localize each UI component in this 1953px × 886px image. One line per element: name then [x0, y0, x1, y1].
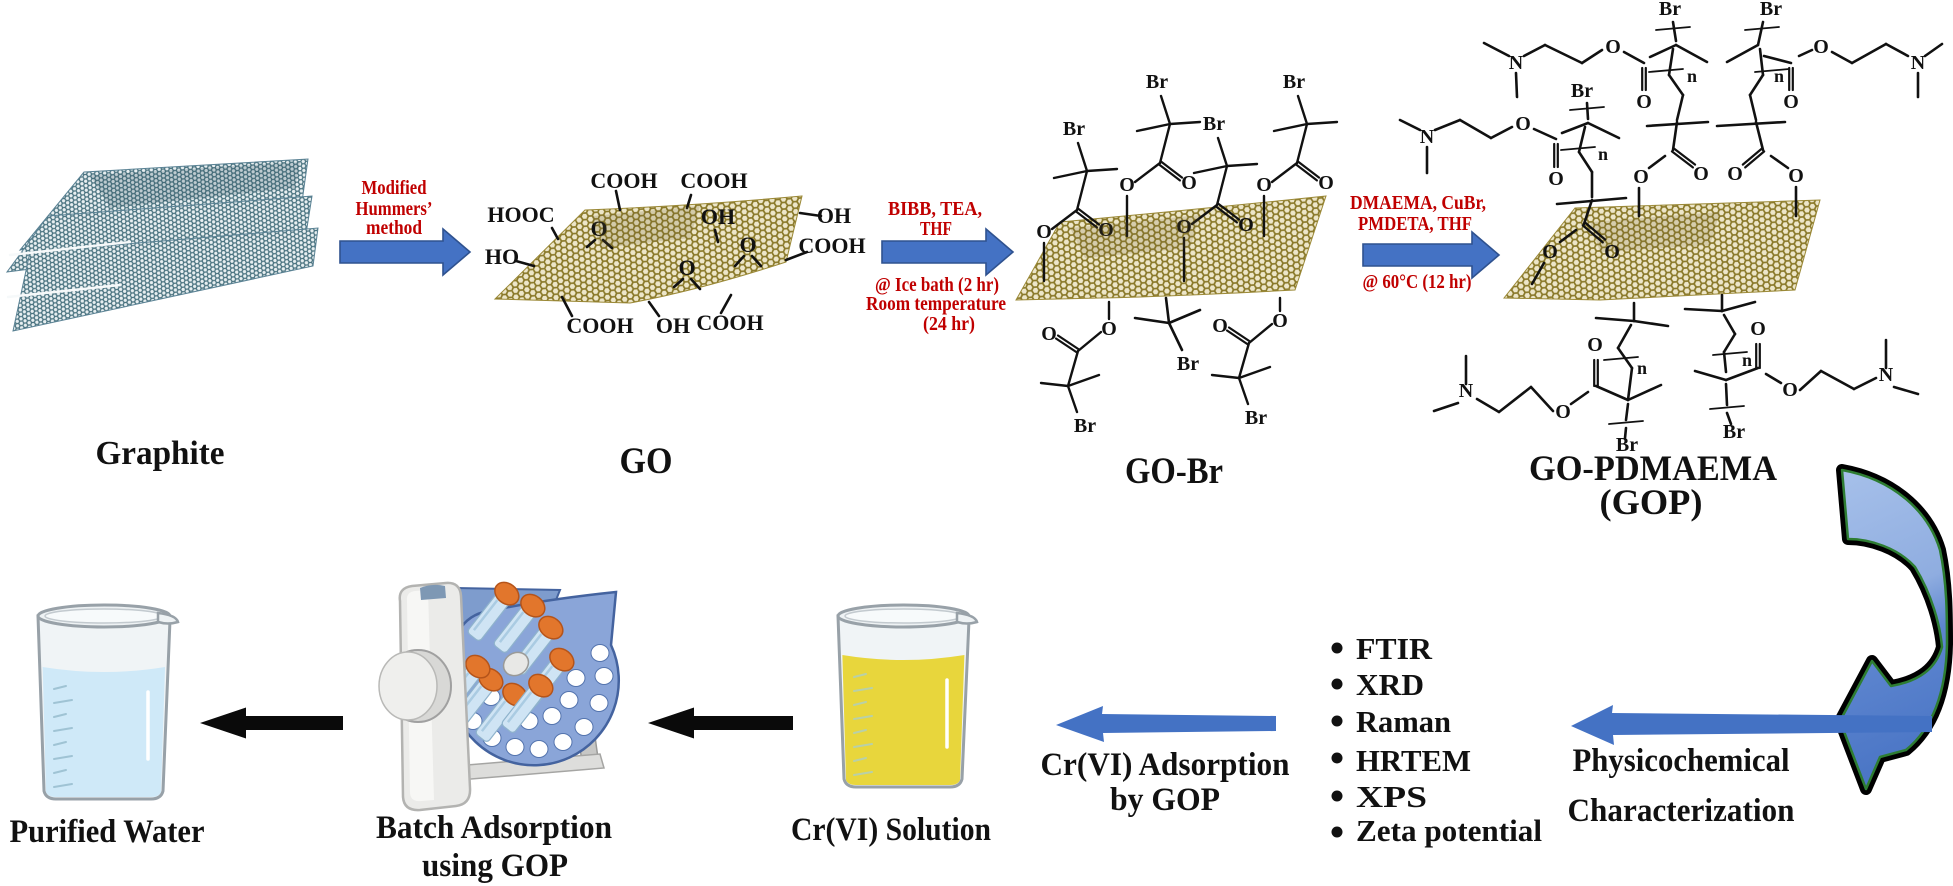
svg-text:Br: Br: [1177, 353, 1199, 375]
svg-text:Hummers’: Hummers’: [356, 198, 433, 220]
svg-text:method: method: [366, 217, 422, 239]
svg-text:O: O: [1548, 168, 1564, 190]
svg-text:O: O: [1181, 172, 1197, 194]
svg-text:O: O: [1036, 221, 1052, 243]
svg-text:n: n: [1687, 66, 1697, 86]
svg-text:N: N: [1911, 52, 1926, 74]
svg-text:@ Ice bath (2 hr): @ Ice bath (2 hr): [875, 274, 999, 296]
svg-text:HO: HO: [485, 244, 519, 269]
svg-text:Br: Br: [1203, 113, 1225, 135]
svg-text:n: n: [1637, 358, 1647, 378]
svg-text:HRTEM: HRTEM: [1356, 743, 1471, 778]
svg-text:GO: GO: [620, 441, 673, 482]
svg-text:Br: Br: [1571, 80, 1593, 102]
svg-text:COOH: COOH: [798, 233, 865, 258]
svg-text:N: N: [1459, 380, 1474, 402]
svg-text:O: O: [1212, 315, 1228, 337]
svg-text:Br: Br: [1146, 71, 1168, 93]
svg-text:OH: OH: [656, 313, 690, 338]
svg-text:BIBB, TEA,: BIBB, TEA,: [888, 198, 982, 220]
svg-text:Br: Br: [1245, 407, 1267, 429]
svg-text:FTIR: FTIR: [1356, 631, 1433, 666]
svg-text:n: n: [1742, 350, 1752, 370]
svg-text:O: O: [1238, 214, 1254, 236]
svg-text:Br: Br: [1283, 71, 1305, 93]
svg-text:O: O: [739, 232, 756, 257]
svg-text:O: O: [1542, 241, 1558, 263]
svg-text:O: O: [1788, 165, 1804, 187]
svg-text:Physicochemical: Physicochemical: [1573, 743, 1790, 779]
svg-text:O: O: [678, 255, 695, 280]
svg-text:Cr(VI) Adsorption: Cr(VI) Adsorption: [1041, 747, 1290, 783]
svg-text:O: O: [1604, 241, 1620, 263]
svg-text:O: O: [590, 216, 607, 241]
svg-text:by GOP: by GOP: [1110, 782, 1220, 818]
svg-text:Br: Br: [1616, 434, 1638, 456]
svg-text:O: O: [1098, 219, 1114, 241]
svg-text:@ 60°C (12 hr): @ 60°C (12 hr): [1363, 271, 1472, 293]
svg-text:COOH: COOH: [696, 310, 763, 335]
svg-text:Graphite: Graphite: [96, 435, 225, 472]
svg-text:Batch Adsorption: Batch Adsorption: [376, 810, 612, 846]
svg-text:Cr(VI) Solution: Cr(VI) Solution: [791, 812, 991, 848]
svg-text:(GOP): (GOP): [1600, 482, 1703, 522]
svg-text:N: N: [1420, 126, 1435, 148]
svg-text:Br: Br: [1074, 415, 1096, 437]
svg-text:n: n: [1598, 144, 1608, 164]
svg-text:O: O: [1256, 174, 1272, 196]
svg-text:Room temperature: Room temperature: [866, 293, 1006, 315]
svg-text:O: O: [1636, 91, 1652, 113]
svg-text:Br: Br: [1723, 421, 1745, 443]
svg-text:O: O: [1605, 36, 1621, 58]
svg-text:using GOP: using GOP: [422, 848, 568, 884]
svg-text:THF: THF: [920, 218, 952, 240]
svg-text:PMDETA, THF: PMDETA, THF: [1358, 213, 1472, 235]
svg-text:O: O: [1101, 318, 1117, 340]
svg-text:(24 hr): (24 hr): [923, 313, 975, 335]
svg-text:DMAEMA, CuBr,: DMAEMA, CuBr,: [1350, 192, 1486, 214]
svg-text:O: O: [1587, 334, 1603, 356]
svg-text:OH: OH: [817, 203, 851, 228]
svg-text:O: O: [1813, 36, 1829, 58]
svg-text:O: O: [1693, 163, 1709, 185]
svg-text:Modified: Modified: [362, 177, 427, 199]
svg-text:Characterization: Characterization: [1568, 793, 1795, 829]
svg-text:O: O: [1041, 323, 1057, 345]
svg-text:O: O: [1750, 318, 1766, 340]
svg-text:O: O: [1555, 401, 1571, 423]
svg-text:Purified Water: Purified Water: [10, 814, 205, 850]
svg-text:O: O: [1176, 216, 1192, 238]
svg-text:N: N: [1509, 52, 1524, 74]
svg-text:O: O: [1318, 172, 1334, 194]
svg-text:Zeta potential: Zeta potential: [1356, 813, 1542, 848]
svg-text:COOH: COOH: [566, 313, 633, 338]
svg-text:Raman: Raman: [1356, 704, 1451, 739]
svg-text:n: n: [1774, 66, 1784, 86]
svg-text:Br: Br: [1063, 118, 1085, 140]
svg-text:OH: OH: [701, 204, 735, 229]
svg-text:COOH: COOH: [680, 168, 747, 193]
svg-text:GO-PDMAEMA: GO-PDMAEMA: [1529, 448, 1777, 488]
svg-text:O: O: [1119, 174, 1135, 196]
svg-text:XRD: XRD: [1356, 667, 1424, 702]
svg-text:N: N: [1879, 364, 1894, 386]
svg-text:Br: Br: [1659, 0, 1681, 20]
svg-text:O: O: [1272, 310, 1288, 332]
svg-text:GO-Br: GO-Br: [1125, 451, 1223, 492]
svg-text:O: O: [1515, 113, 1531, 135]
svg-text:COOH: COOH: [590, 168, 657, 193]
svg-text:O: O: [1633, 166, 1649, 188]
svg-text:O: O: [1727, 163, 1743, 185]
svg-text:XPS: XPS: [1356, 779, 1427, 814]
svg-text:O: O: [1782, 379, 1798, 401]
svg-text:HOOC: HOOC: [487, 202, 554, 227]
svg-text:O: O: [1783, 91, 1799, 113]
svg-text:Br: Br: [1760, 0, 1782, 20]
